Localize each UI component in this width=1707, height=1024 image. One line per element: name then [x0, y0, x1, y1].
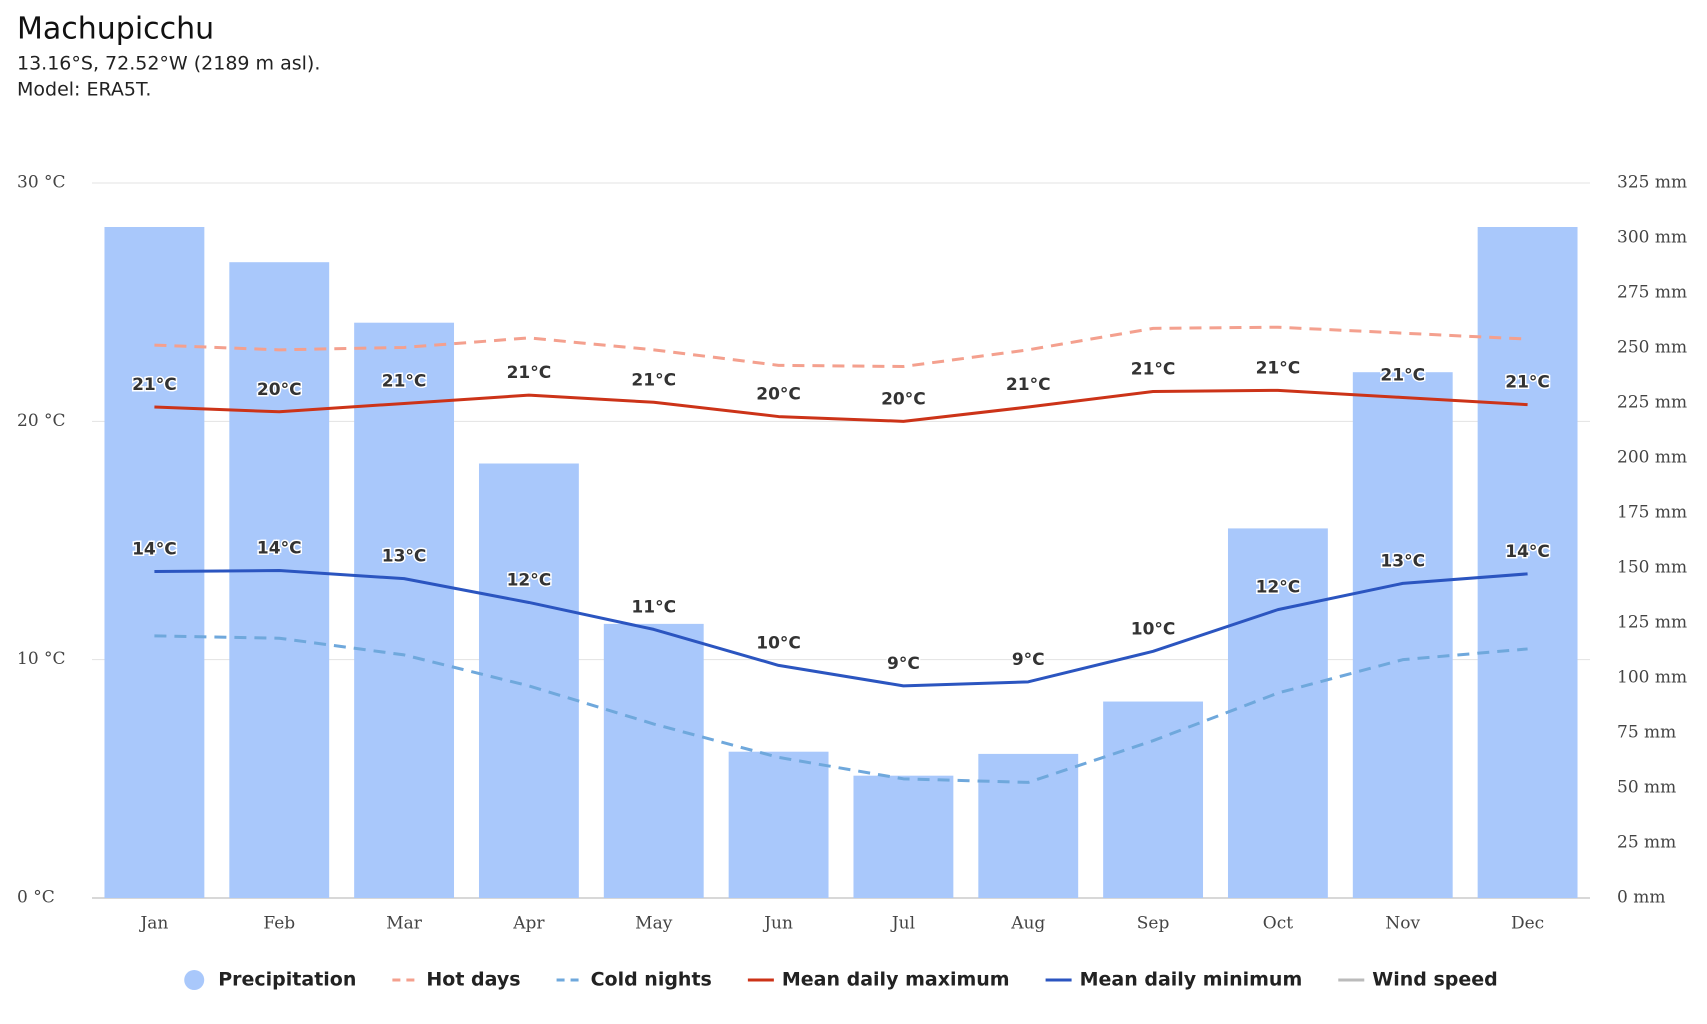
x-tick-label: Oct [1263, 914, 1293, 934]
data-label: 9°C [1012, 650, 1045, 670]
line [154, 634, 1528, 784]
y-tick-label: 0 °C [17, 888, 55, 908]
y2-tick-label: 75 mm [1617, 723, 1676, 743]
y2-tick-label: 325 mm [1617, 173, 1687, 193]
data-label: 21°C [132, 375, 177, 395]
bar [478, 463, 579, 898]
x-tick-label: Jun [762, 914, 793, 934]
x-tick-label: Apr [512, 914, 545, 934]
data-label: 14°C [1505, 542, 1550, 562]
bar [1227, 528, 1328, 898]
data-label: 13°C [1380, 551, 1425, 571]
y-tick-label: 30 °C [17, 173, 66, 193]
legend-label: Mean daily maximum [782, 969, 1010, 991]
data-label: 20°C [881, 389, 926, 409]
legend-item[interactable]: Wind speed [1338, 969, 1498, 991]
y-tick-label: 20 °C [17, 411, 66, 431]
x-tick-label: Sep [1137, 914, 1170, 934]
y2-tick-label: 200 mm [1617, 448, 1687, 468]
data-label: 21°C [631, 370, 676, 390]
y2-tick-label: 150 mm [1617, 558, 1687, 578]
y2-tick-label: 300 mm [1617, 228, 1687, 248]
x-tick-label: Mar [386, 914, 423, 934]
legend-item[interactable]: Mean daily minimum [1045, 969, 1303, 991]
data-label: 21°C [1131, 360, 1176, 380]
chart-subtitle: 13.16°S, 72.52°W (2189 m asl). [17, 53, 320, 75]
bar [853, 775, 954, 898]
x-tick-label: Jul [890, 914, 915, 934]
legend-label: Cold nights [591, 969, 712, 991]
x-tick-label: Feb [263, 914, 295, 934]
y2-tick-label: 250 mm [1617, 338, 1687, 358]
y2-tick-label: 100 mm [1617, 668, 1687, 688]
y2-tick-label: 175 mm [1617, 503, 1687, 523]
y2-tick-label: 25 mm [1617, 833, 1676, 853]
bar [978, 753, 1079, 898]
chart-note: Model: ERA5T. [17, 79, 151, 101]
data-label: 9°C [887, 654, 920, 674]
legend-item[interactable]: Cold nights [556, 969, 712, 991]
chart-title: Machupicchu [17, 12, 214, 47]
x-tick-label: Jan [138, 914, 168, 934]
bar [104, 227, 205, 898]
line [154, 388, 1528, 423]
legend-symbol [184, 970, 205, 990]
bar [229, 262, 330, 898]
legend-label: Mean daily minimum [1080, 969, 1303, 991]
data-label: 12°C [1256, 578, 1301, 598]
legend-item[interactable]: Mean daily maximum [747, 969, 1010, 991]
data-label: 11°C [631, 597, 676, 617]
bar [1352, 372, 1453, 898]
data-label: 20°C [756, 385, 801, 405]
legend-label: Wind speed [1372, 969, 1498, 991]
data-label: 10°C [1131, 619, 1176, 639]
data-label: 21°C [507, 363, 552, 383]
y2-tick-label: 225 mm [1617, 393, 1687, 413]
legend: Precipitation Hot days Cold nights Mean dai… [184, 969, 1498, 991]
legend-label: Hot days [426, 969, 520, 991]
data-label: 10°C [756, 633, 801, 653]
bar [603, 623, 704, 898]
y2-tick-label: 50 mm [1617, 778, 1676, 798]
x-tick-label: Aug [1010, 914, 1045, 934]
x-tick-label: May [635, 914, 673, 934]
legend-item[interactable]: Hot days [392, 969, 521, 991]
y-tick-label: 10 °C [17, 649, 66, 669]
data-label: 21°C [1006, 375, 1051, 395]
x-tick-label: Nov [1385, 914, 1420, 934]
line [154, 325, 1528, 369]
data-label: 21°C [1505, 373, 1550, 393]
legend-label: Precipitation [218, 969, 356, 991]
data-label: 21°C [1256, 358, 1301, 378]
bar [354, 322, 455, 898]
bar [728, 751, 829, 898]
legend-item[interactable]: Precipitation [184, 969, 356, 991]
bar [1103, 701, 1204, 898]
x-tick-label: Dec [1511, 914, 1544, 934]
bar [1477, 227, 1578, 898]
data-label: 12°C [507, 570, 552, 590]
y2-tick-label: 0 mm [1617, 888, 1665, 908]
data-label: 21°C [1380, 366, 1425, 386]
line [154, 569, 1528, 688]
data-label: 20°C [257, 380, 302, 400]
data-label: 14°C [257, 539, 302, 559]
y2-tick-label: 125 mm [1617, 613, 1687, 633]
y2-tick-label: 275 mm [1617, 283, 1687, 303]
data-label: 14°C [132, 539, 177, 559]
data-label: 21°C [382, 371, 427, 391]
data-label: 13°C [382, 547, 427, 567]
